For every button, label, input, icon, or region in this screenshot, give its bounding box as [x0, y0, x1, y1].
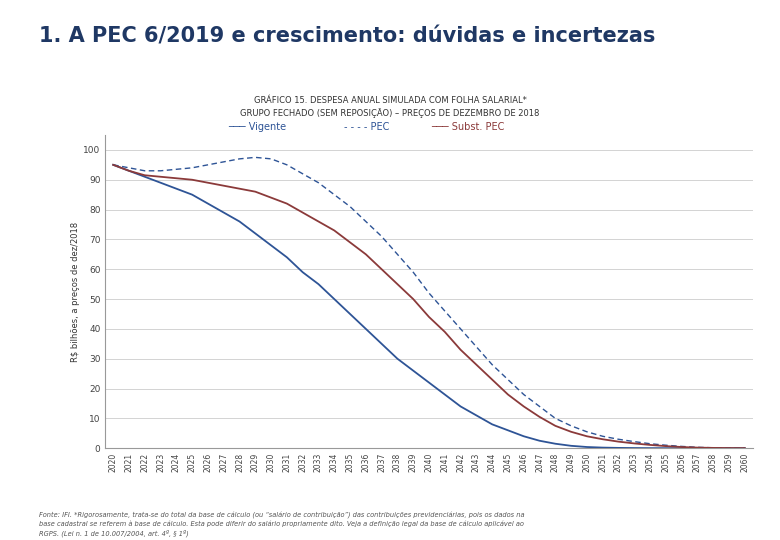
Text: 1. A PEC 6/2019 e crescimento: dúvidas e incertezas: 1. A PEC 6/2019 e crescimento: dúvidas e…	[39, 27, 655, 47]
Text: ─── Subst. PEC: ─── Subst. PEC	[431, 122, 505, 132]
Text: ─── Vigente: ─── Vigente	[229, 122, 286, 132]
Text: Fonte: IFI. *Rigorosamente, trata-se do total da base de cálculo (ou “salário de: Fonte: IFI. *Rigorosamente, trata-se do …	[39, 512, 524, 537]
Text: - - - - PEC: - - - - PEC	[344, 122, 389, 132]
Text: GRUPO FECHADO (SEM REPOSIÇÃO) – PREÇOS DE DEZEMBRO DE 2018: GRUPO FECHADO (SEM REPOSIÇÃO) – PREÇOS D…	[240, 108, 540, 118]
Y-axis label: R$ bilhões, a preços de dez/2018: R$ bilhões, a preços de dez/2018	[72, 221, 80, 362]
Text: GRÁFICO 15. DESPESA ANUAL SIMULADA COM FOLHA SALARIAL*: GRÁFICO 15. DESPESA ANUAL SIMULADA COM F…	[254, 96, 526, 105]
